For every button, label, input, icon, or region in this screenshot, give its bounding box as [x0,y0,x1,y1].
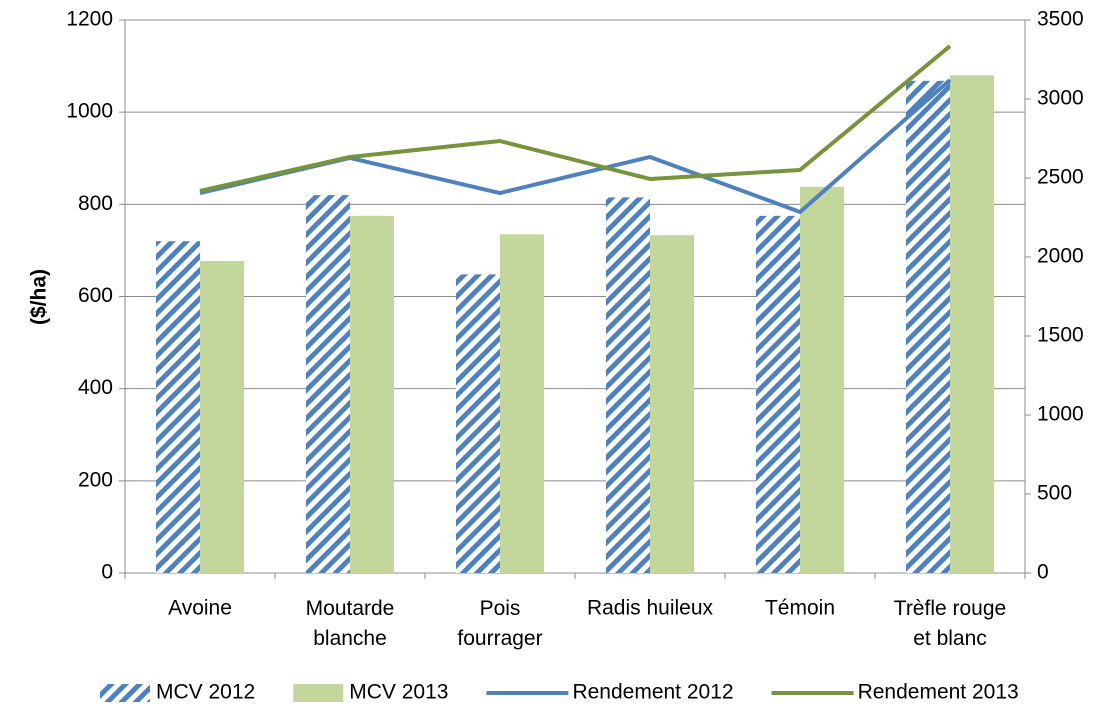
bar [200,261,244,573]
bar [756,215,800,573]
bar [800,186,844,574]
y-axis-label: ($/ha) [28,269,51,325]
legend-label: MCV 2013 [349,681,448,704]
bar [906,80,950,573]
bar [306,195,350,573]
y-tick-label: 1000 [66,100,113,123]
line [199,44,952,193]
y2-tick-label: 1500 [1037,324,1084,347]
y-tick-label: 0 [101,561,113,584]
y2-tick-label: 1000 [1037,403,1084,426]
y-tick-label: 1200 [66,8,113,31]
y2-tick-label: 2500 [1037,166,1084,189]
y2-tick-label: 500 [1037,482,1072,505]
bar [500,234,544,573]
legend-swatch [100,684,150,702]
x-tick-label: Avoine [168,597,232,620]
y-tick-label: 800 [78,192,113,215]
x-tick-label: Pois fourrager [457,597,542,650]
y2-tick-label: 3000 [1037,87,1084,110]
legend-label: Rendement 2012 [572,681,733,704]
bar [950,75,994,574]
x-tick-label: Radis huileux [587,597,714,620]
bar [650,235,694,573]
bar [156,241,200,573]
bar [350,215,394,573]
legend-swatch [293,684,344,702]
legend-label: MCV 2012 [156,681,255,704]
x-tick-label: Témoin [765,597,835,620]
y2-tick-label: 2000 [1037,245,1084,268]
bar [606,197,650,573]
x-tick-label: Moutarde blanche [306,597,395,650]
y2-tick-label: 0 [1037,561,1049,584]
x-tick-label: Trèfle rouge et blanc [894,597,1006,650]
y-tick-label: 600 [78,284,113,307]
bar [456,274,500,573]
y-tick-label: 200 [78,468,113,491]
legend-label: Rendement 2013 [858,681,1019,704]
y-tick-label: 400 [78,376,113,399]
y2-tick-label: 3500 [1037,8,1084,31]
